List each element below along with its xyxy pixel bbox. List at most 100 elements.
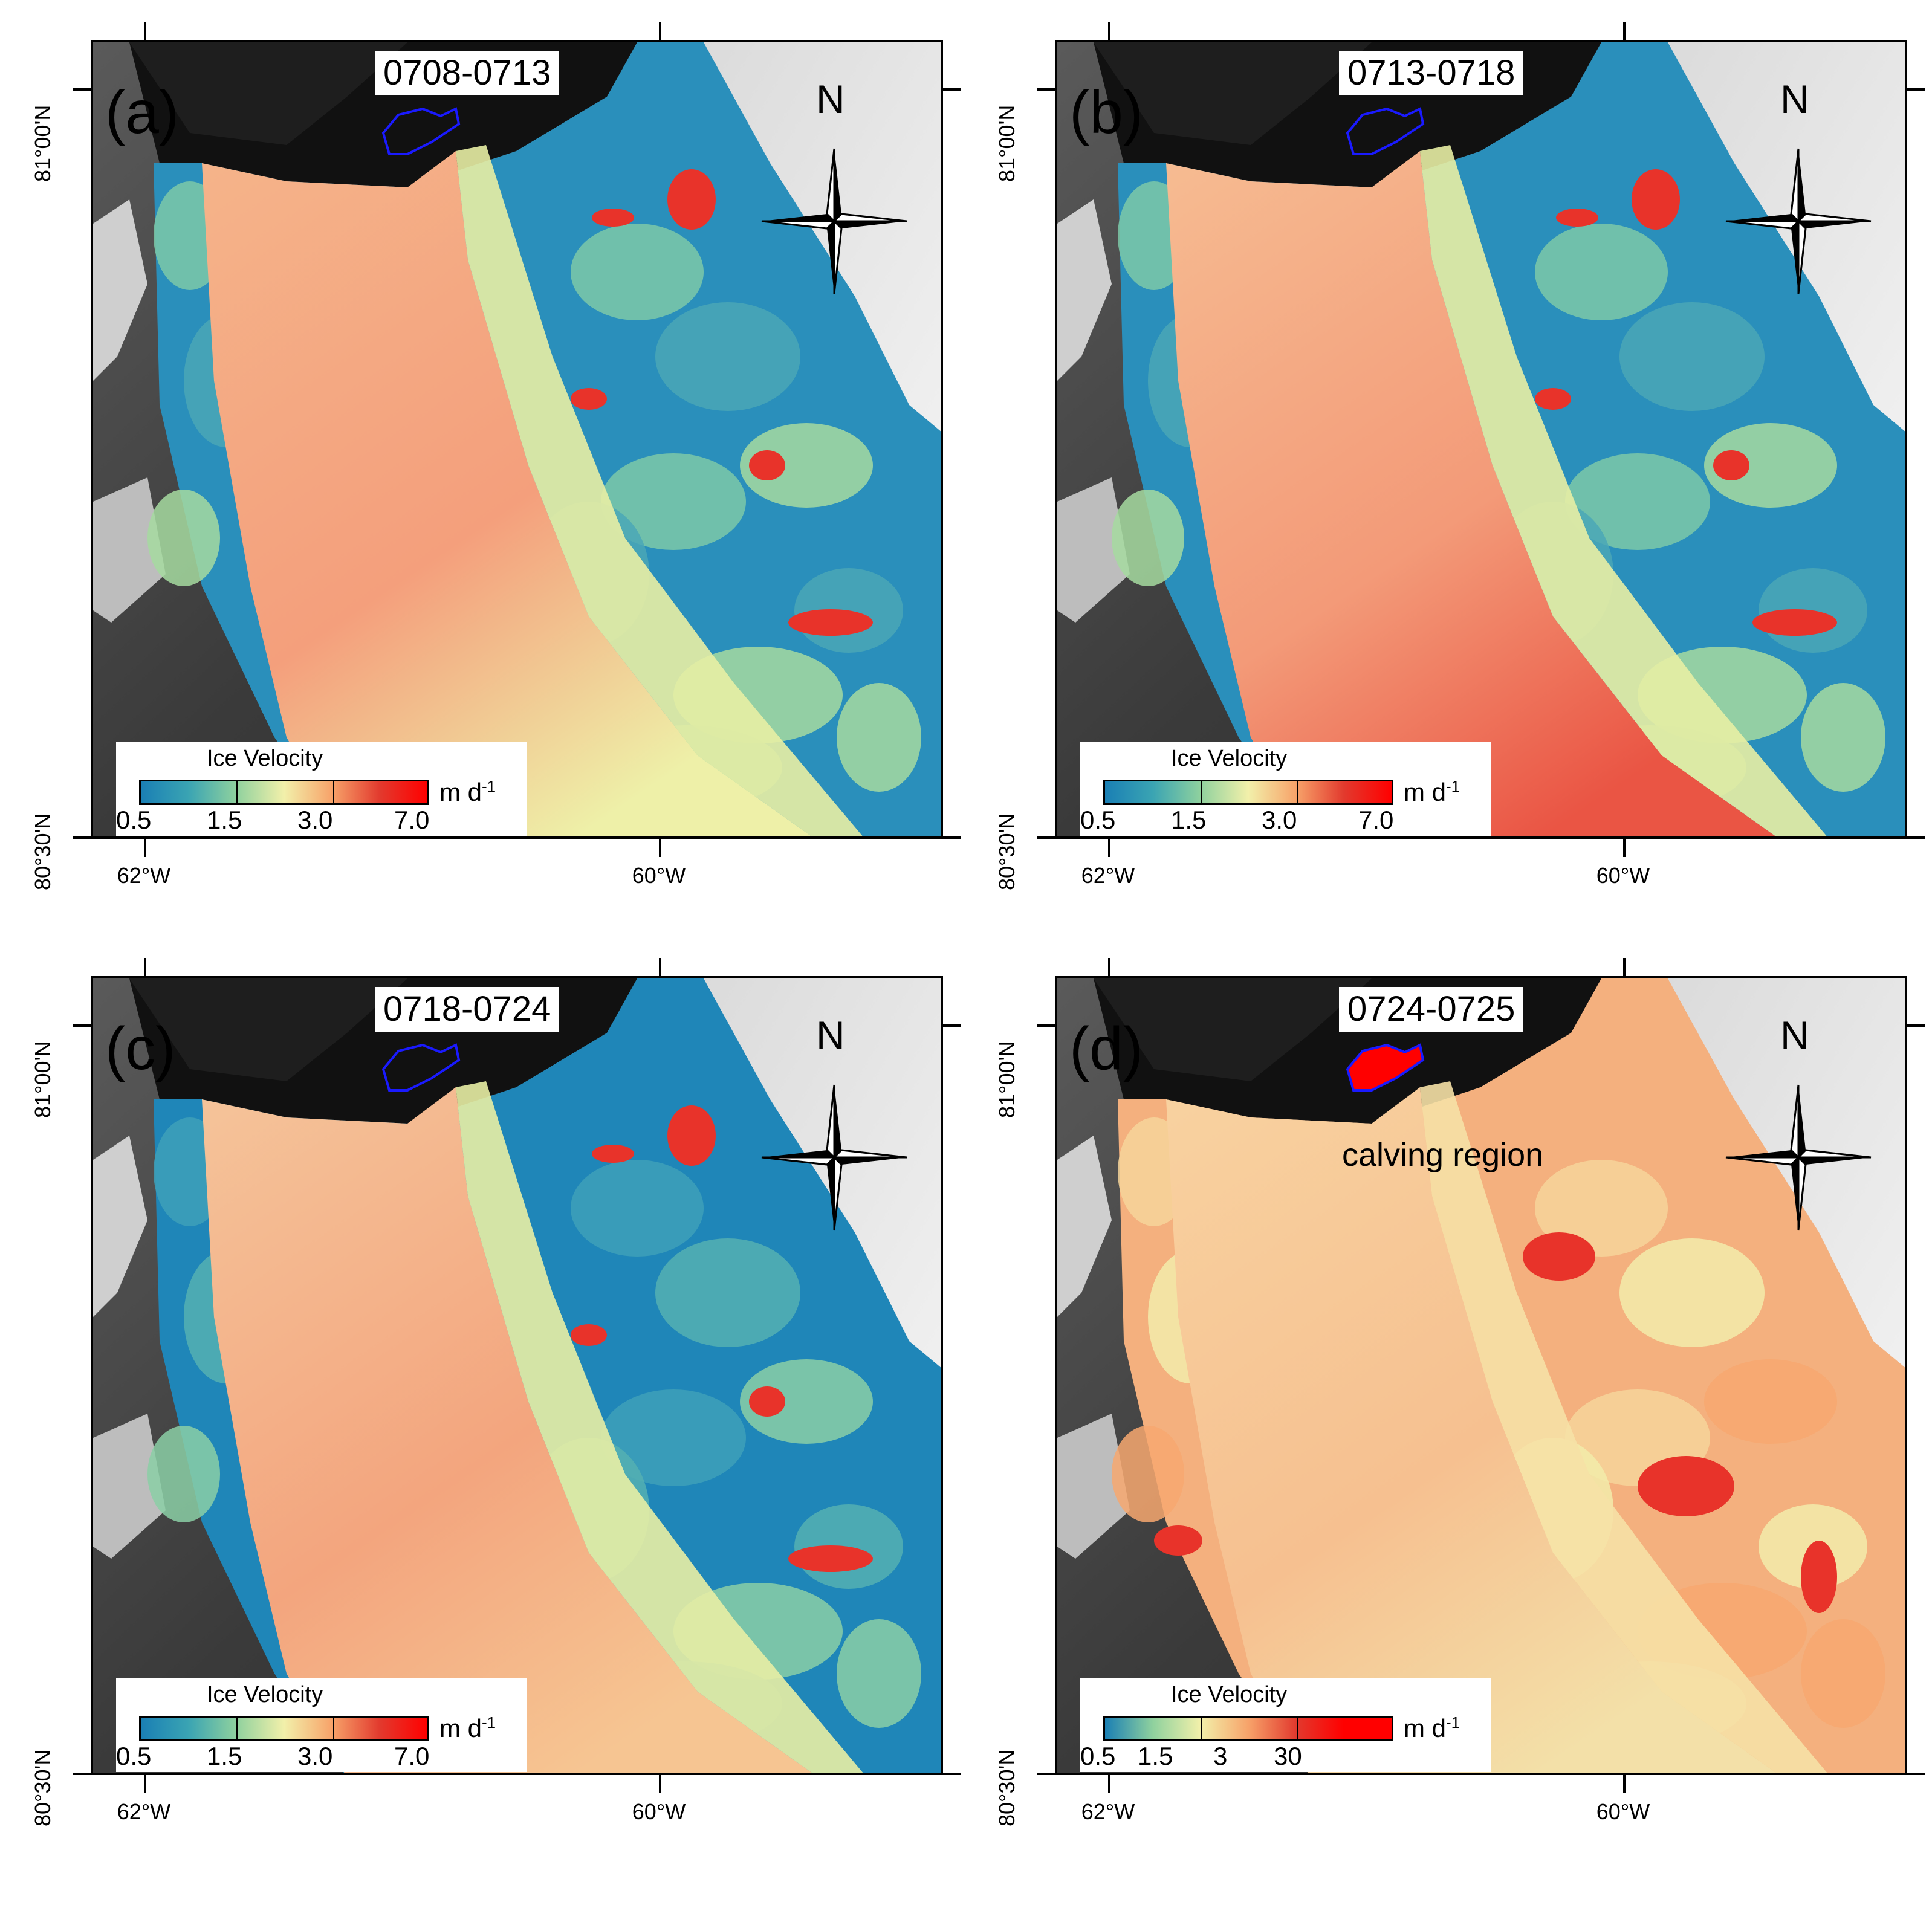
legend-unit-base: m d	[439, 1714, 482, 1742]
colorbar-tick	[236, 781, 238, 803]
axis-tick	[73, 836, 91, 839]
compass-rose-icon	[761, 148, 907, 294]
north-label: N	[816, 77, 845, 121]
axis-tick	[659, 1775, 661, 1793]
legend-tick-label: 1.5	[1138, 1742, 1173, 1770]
legend-unit-base: m d	[439, 778, 482, 806]
date-range-label: 0724-0725	[1339, 987, 1524, 1032]
axis-tick	[144, 839, 146, 857]
legend-tick-label: 0.5	[1080, 1742, 1116, 1770]
axis-tick	[144, 958, 146, 976]
date-range-label: 0713-0718	[1339, 51, 1524, 95]
legend-tick-label: 1.5	[207, 1742, 242, 1770]
legend-tick-label: 7.0	[394, 806, 430, 834]
colorbar-tick	[236, 1718, 238, 1739]
panel-letter: (c)	[105, 1015, 176, 1082]
axis-tick	[73, 1024, 91, 1027]
legend-unit-exponent: -1	[482, 777, 496, 795]
lat-label-bottom: 80°30'N	[994, 813, 1019, 890]
legend: Ice Velocity m d-1 0.5 1.5 3.0 7.0	[1080, 742, 1491, 836]
legend-tick-label: 1.5	[207, 806, 242, 834]
legend-unit: m d-1	[1404, 777, 1460, 807]
lat-label-top: 81°00'N	[30, 105, 55, 182]
compass-rose-icon	[761, 1084, 907, 1231]
colorbar	[139, 1716, 429, 1741]
legend-title: Ice Velocity	[1171, 746, 1288, 771]
legend-unit-base: m d	[1404, 1714, 1447, 1742]
axis-tick	[73, 88, 91, 91]
lon-label-left: 62°W	[117, 863, 171, 888]
axis-tick	[659, 22, 661, 40]
legend-tick-label: 3.0	[1262, 806, 1297, 834]
axis-tick	[659, 958, 661, 976]
map-panel-1: (a) 0708-0713 N Ice Velocity m d-1 0.5 1.5 3.0 7…	[91, 40, 943, 839]
legend-tick-label: 7.0	[394, 1742, 430, 1770]
legend-unit-exponent: -1	[1446, 1713, 1460, 1732]
north-label: N	[1780, 1013, 1809, 1058]
velocity-map	[1055, 976, 1907, 1775]
lon-label-left: 62°W	[117, 1799, 171, 1824]
axis-tick	[144, 1775, 146, 1793]
axis-tick	[1907, 88, 1925, 91]
legend-unit-exponent: -1	[482, 1713, 496, 1732]
axis-tick	[1108, 839, 1110, 857]
legend-unit-base: m d	[1404, 778, 1447, 806]
lon-label-right: 60°W	[1596, 863, 1650, 888]
colorbar-tick	[333, 781, 334, 803]
axis-tick	[943, 836, 961, 839]
axis-tick	[1037, 1024, 1055, 1027]
calving-region-label: calving region	[1342, 1137, 1544, 1173]
legend-tick-label: 3	[1213, 1742, 1228, 1770]
map-panel-3: (c) 0718-0724 N Ice Velocity m d-1 0.5 1.5 3.0 7…	[91, 976, 943, 1775]
legend-title: Ice Velocity	[207, 1682, 323, 1707]
legend-unit: m d-1	[439, 1713, 496, 1743]
lon-label-left: 62°W	[1081, 863, 1135, 888]
legend-tick-label: 0.5	[1080, 806, 1116, 834]
axis-tick	[1108, 22, 1110, 40]
legend-unit: m d-1	[439, 777, 496, 807]
axis-tick	[1623, 839, 1626, 857]
legend-tick-label: 3.0	[297, 806, 333, 834]
legend: Ice Velocity m d-1 0.5 1.5 3.0 7.0	[116, 1678, 527, 1772]
axis-tick	[943, 88, 961, 91]
compass-rose-icon	[1725, 148, 1872, 294]
legend-unit-exponent: -1	[1446, 777, 1460, 795]
axis-tick	[1037, 836, 1055, 839]
axis-tick	[1907, 836, 1925, 839]
panel-letter: (a)	[105, 79, 180, 146]
colorbar-tick	[333, 1718, 334, 1739]
lat-label-top: 81°00'N	[30, 1041, 55, 1118]
axis-tick	[1037, 1773, 1055, 1775]
panel-letter: (d)	[1069, 1015, 1144, 1082]
map-panel-2: (b) 0713-0718 N Ice Velocity m d-1 0.5 1.5 3.0 7…	[1055, 40, 1907, 839]
legend-unit: m d-1	[1404, 1713, 1460, 1743]
lat-label-bottom: 80°30'N	[30, 1749, 55, 1826]
axis-tick	[943, 1773, 961, 1775]
legend-tick-label: 7.0	[1358, 806, 1394, 834]
legend-title: Ice Velocity	[207, 746, 323, 771]
lon-label-right: 60°W	[632, 863, 686, 888]
axis-tick	[1108, 958, 1110, 976]
colorbar	[1103, 1716, 1393, 1741]
colorbar-tick	[1201, 1718, 1202, 1739]
axis-tick	[1623, 22, 1626, 40]
north-label: N	[1780, 77, 1809, 121]
date-range-label: 0718-0724	[375, 987, 560, 1032]
lat-label-top: 81°00'N	[994, 105, 1019, 182]
axis-tick	[1108, 1775, 1110, 1793]
lon-label-right: 60°W	[1596, 1799, 1650, 1824]
lat-label-bottom: 80°30'N	[30, 813, 55, 890]
axis-tick	[1037, 88, 1055, 91]
lon-label-left: 62°W	[1081, 1799, 1135, 1824]
colorbar-tick	[1297, 1718, 1298, 1739]
legend-tick-label: 30	[1274, 1742, 1302, 1770]
axis-tick	[144, 22, 146, 40]
colorbar	[139, 780, 429, 805]
date-range-label: 0708-0713	[375, 51, 560, 95]
compass-rose-icon	[1725, 1084, 1872, 1231]
legend-tick-label: 1.5	[1171, 806, 1207, 834]
north-label: N	[816, 1013, 845, 1058]
axis-tick	[1907, 1024, 1925, 1027]
axis-tick	[1623, 1775, 1626, 1793]
